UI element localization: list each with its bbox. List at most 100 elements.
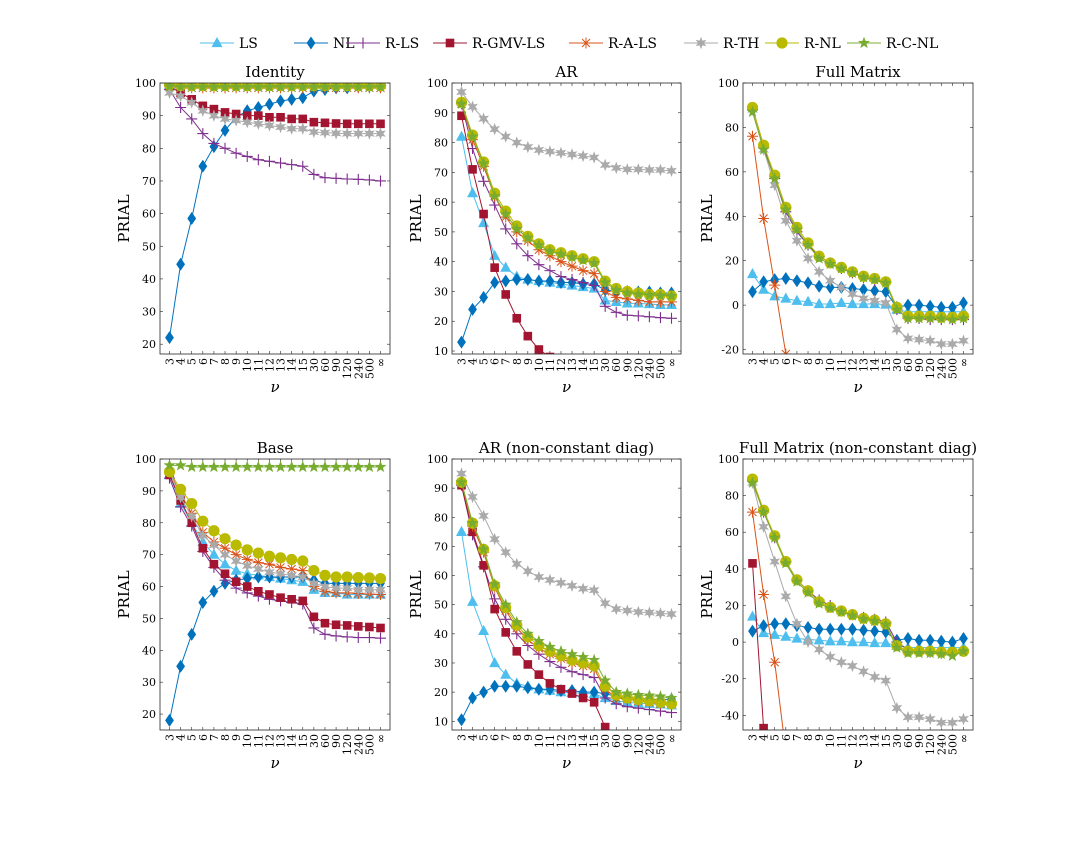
data-point [869, 637, 881, 648]
data-point [286, 569, 298, 582]
y-axis: -20 0 20 40 60 80 100 [718, 77, 973, 357]
x-tick-label: 90 [330, 734, 343, 748]
y-tick-label: 20 [142, 708, 156, 721]
x-tick-label: 11 [835, 734, 848, 748]
data-point [467, 187, 479, 198]
x-tick-label: 60 [319, 734, 332, 748]
legend-item-nl: NL [294, 36, 355, 52]
data-point [187, 212, 197, 225]
data-point [510, 222, 523, 235]
data-point [815, 748, 824, 757]
x-tick-label: 11 [252, 358, 265, 372]
data-point [758, 589, 770, 600]
data-point [935, 647, 948, 660]
series-r-ls [747, 104, 969, 326]
x-tick-label: 11 [544, 734, 557, 748]
data-point [847, 287, 858, 301]
data-point [478, 624, 490, 636]
data-point [457, 713, 466, 727]
data-point [599, 597, 611, 610]
y-axis: 10 20 30 40 50 60 70 80 90 100 [427, 77, 681, 358]
x-tick-label: 240 [643, 734, 656, 755]
x-tick-label: 10 [533, 358, 546, 372]
data-point [275, 561, 287, 573]
data-point [621, 692, 633, 704]
data-point [375, 632, 386, 644]
data-point [947, 300, 957, 314]
data-point [803, 620, 813, 634]
data-point [207, 460, 220, 473]
data-point [935, 716, 947, 729]
data-point [947, 337, 958, 351]
y-tick-label: 90 [142, 110, 156, 123]
data-point [352, 632, 364, 644]
x-tick-label: 5 [186, 358, 199, 365]
x-tick-label: 30 [308, 734, 321, 748]
data-point [241, 460, 254, 473]
data-point [512, 647, 522, 656]
data-point [770, 617, 780, 631]
x-tick-label: 14 [869, 734, 882, 748]
data-point [959, 631, 968, 645]
data-point [870, 284, 880, 298]
y-tick-label: 70 [434, 166, 448, 179]
x-tick-label: 13 [275, 358, 288, 372]
data-point [265, 112, 274, 122]
data-point [457, 335, 466, 349]
data-point [846, 298, 858, 309]
data-point [758, 520, 769, 533]
chart-title: Identity [245, 63, 305, 81]
data-point [330, 460, 343, 473]
data-point [748, 367, 757, 376]
data-point [501, 290, 511, 299]
data-point [654, 690, 667, 702]
plot-frame [742, 82, 974, 355]
data-point [374, 460, 387, 473]
data-point [903, 631, 913, 645]
data-point [208, 538, 220, 552]
y-tick-label: 20 [434, 686, 448, 699]
data-point [769, 555, 781, 568]
y-tick-label: 60 [725, 166, 739, 179]
data-point [813, 597, 826, 609]
data-point [220, 569, 230, 579]
data-point [456, 130, 467, 141]
data-point [791, 294, 803, 305]
plot-frame [159, 458, 391, 731]
x-tick-label: 3 [747, 358, 760, 365]
data-point [781, 617, 791, 631]
data-point [468, 165, 477, 174]
data-point [196, 460, 209, 473]
data-point [230, 554, 242, 568]
data-point [331, 119, 341, 128]
data-point [780, 630, 792, 641]
data-point [374, 572, 387, 585]
legend-label: R-NL [804, 36, 841, 52]
data-point [857, 612, 870, 625]
x-tick-label: 7 [208, 358, 221, 365]
x-tick-label: 12 [263, 734, 276, 748]
x-axis-label: ν [853, 378, 862, 396]
data-point [757, 143, 770, 155]
data-point [824, 635, 836, 646]
data-point [533, 570, 545, 584]
x-tick-label: 4 [758, 734, 771, 741]
data-point [319, 580, 331, 593]
data-point [621, 286, 634, 299]
data-point [186, 113, 198, 125]
data-point [846, 636, 858, 647]
data-point [186, 96, 198, 109]
x-tick-label: 6 [197, 734, 210, 741]
plot-frame [742, 458, 974, 731]
data-point [957, 644, 970, 657]
data-point [782, 748, 791, 757]
y-tick-label: 100 [718, 453, 739, 466]
data-point [555, 576, 567, 590]
data-point [363, 174, 375, 186]
data-point [274, 552, 287, 564]
y-tick-label: 100 [135, 77, 156, 90]
data-point [241, 150, 253, 162]
x-tick-label: 120 [341, 734, 354, 755]
data-point [500, 130, 512, 143]
x-tick-label: 90 [621, 734, 634, 748]
